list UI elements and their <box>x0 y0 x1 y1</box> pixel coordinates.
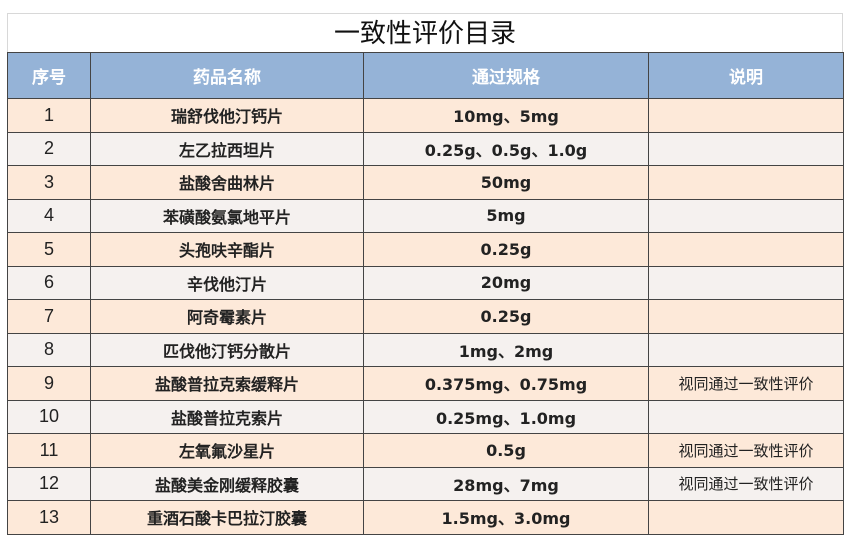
cell-name: 盐酸美金刚缓释胶囊 <box>90 466 364 501</box>
cell-note <box>648 131 844 166</box>
table-row: 1 瑞舒伐他汀钙片 10mg、5mg <box>7 98 844 133</box>
catalog-table: 序号 药品名称 通过规格 说明 1 瑞舒伐他汀钙片 10mg、5mg 2 左乙拉西坦片 0… <box>7 52 844 535</box>
cell-spec: 0.25g、0.5g、1.0g <box>363 131 649 166</box>
cell-name: 阿奇霉素片 <box>90 299 364 334</box>
table-row: 8 匹伐他汀钙分散片 1mg、2mg <box>7 332 844 367</box>
table-title: 一致性评价目录 <box>7 13 843 52</box>
cell-name: 瑞舒伐他汀钙片 <box>90 98 364 133</box>
cell-note <box>648 332 844 367</box>
cell-note <box>648 232 844 267</box>
cell-note: 视同通过一致性评价 <box>648 466 844 501</box>
catalog-sheet: 一致性评价目录 序号 药品名称 通过规格 说明 1 瑞舒伐他汀钙片 10mg、5mg… <box>7 13 844 535</box>
table-row: 10 盐酸普拉克索片 0.25mg、1.0mg <box>7 399 844 434</box>
cell-no: 9 <box>7 366 91 401</box>
cell-no: 8 <box>7 332 91 367</box>
cell-name: 左氧氟沙星片 <box>90 433 364 468</box>
cell-name: 盐酸舍曲林片 <box>90 165 364 200</box>
cell-no: 11 <box>7 433 91 468</box>
cell-spec: 1.5mg、3.0mg <box>363 500 649 535</box>
cell-spec: 0.375mg、0.75mg <box>363 366 649 401</box>
cell-spec: 0.25g <box>363 299 649 334</box>
cell-spec: 20mg <box>363 265 649 300</box>
table-row: 4 苯磺酸氨氯地平片 5mg <box>7 198 844 233</box>
cell-name: 盐酸普拉克索片 <box>90 399 364 434</box>
table-row: 13 重酒石酸卡巴拉汀胶囊 1.5mg、3.0mg <box>7 500 844 535</box>
cell-note <box>648 500 844 535</box>
cell-note <box>648 165 844 200</box>
table-row: 3 盐酸舍曲林片 50mg <box>7 165 844 200</box>
cell-no: 12 <box>7 466 91 501</box>
table-row: 11 左氧氟沙星片 0.5g 视同通过一致性评价 <box>7 433 844 468</box>
cell-spec: 1mg、2mg <box>363 332 649 367</box>
cell-spec: 50mg <box>363 165 649 200</box>
header-spec: 通过规格 <box>363 52 649 99</box>
cell-name: 苯磺酸氨氯地平片 <box>90 198 364 233</box>
table-row: 9 盐酸普拉克索缓释片 0.375mg、0.75mg 视同通过一致性评价 <box>7 366 844 401</box>
cell-no: 5 <box>7 232 91 267</box>
cell-name: 匹伐他汀钙分散片 <box>90 332 364 367</box>
cell-note: 视同通过一致性评价 <box>648 366 844 401</box>
cell-no: 7 <box>7 299 91 334</box>
cell-note <box>648 299 844 334</box>
cell-note <box>648 265 844 300</box>
cell-no: 2 <box>7 131 91 166</box>
header-row: 序号 药品名称 通过规格 说明 <box>7 52 844 99</box>
table-row: 7 阿奇霉素片 0.25g <box>7 299 844 334</box>
cell-note <box>648 98 844 133</box>
cell-name: 重酒石酸卡巴拉汀胶囊 <box>90 500 364 535</box>
cell-spec: 0.5g <box>363 433 649 468</box>
cell-note <box>648 399 844 434</box>
cell-name: 头孢呋辛酯片 <box>90 232 364 267</box>
cell-no: 3 <box>7 165 91 200</box>
cell-spec: 0.25g <box>363 232 649 267</box>
table-row: 2 左乙拉西坦片 0.25g、0.5g、1.0g <box>7 131 844 166</box>
cell-name: 辛伐他汀片 <box>90 265 364 300</box>
cell-no: 4 <box>7 198 91 233</box>
cell-spec: 0.25mg、1.0mg <box>363 399 649 434</box>
cell-note <box>648 198 844 233</box>
cell-name: 左乙拉西坦片 <box>90 131 364 166</box>
cell-no: 13 <box>7 500 91 535</box>
cell-spec: 5mg <box>363 198 649 233</box>
cell-spec: 10mg、5mg <box>363 98 649 133</box>
table-row: 5 头孢呋辛酯片 0.25g <box>7 232 844 267</box>
cell-spec: 28mg、7mg <box>363 466 649 501</box>
header-name: 药品名称 <box>90 52 364 99</box>
header-note: 说明 <box>648 52 844 99</box>
cell-note: 视同通过一致性评价 <box>648 433 844 468</box>
header-no: 序号 <box>7 52 91 99</box>
cell-name: 盐酸普拉克索缓释片 <box>90 366 364 401</box>
cell-no: 1 <box>7 98 91 133</box>
cell-no: 6 <box>7 265 91 300</box>
table-row: 6 辛伐他汀片 20mg <box>7 265 844 300</box>
table-row: 12 盐酸美金刚缓释胶囊 28mg、7mg 视同通过一致性评价 <box>7 466 844 501</box>
cell-no: 10 <box>7 399 91 434</box>
